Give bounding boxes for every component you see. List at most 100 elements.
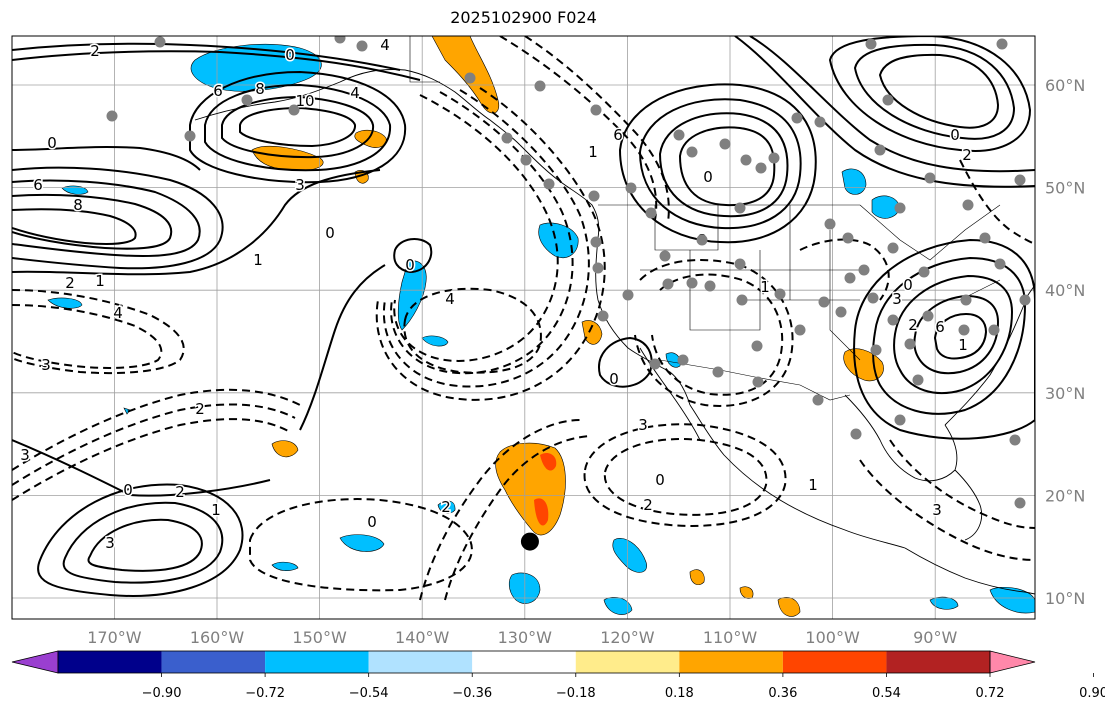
station-dot [768, 152, 780, 164]
contour-dashed-far-east [959, 159, 1035, 245]
station-dot [752, 376, 764, 388]
station-dot [850, 428, 862, 440]
contour-high-southwest-1 [37, 483, 244, 597]
longitude-label: 100°W [805, 628, 860, 647]
orange-shade-baja [581, 320, 603, 345]
orange-shade-gulf-alaska [431, 36, 500, 114]
contour-label: 0 [367, 513, 377, 531]
contour-band-north-2 [12, 50, 421, 81]
contour-label: 0 [405, 256, 415, 274]
station-dot [960, 294, 972, 306]
contour-high-southwest-2 [62, 501, 224, 584]
contour-dashed-trough-3 [382, 89, 590, 388]
orange-shade-small-5 [739, 586, 754, 599]
colorbar-tick-label: 0.72 [976, 686, 1005, 701]
station-dot [912, 374, 924, 386]
longitude-label: 130°W [498, 628, 553, 647]
dashed-contours [12, 36, 1035, 601]
contour-dashed-south-band-2 [12, 403, 296, 486]
contour-label: 2 [65, 274, 75, 292]
contour-label: 4 [445, 290, 455, 308]
orange-shade-small-4 [689, 569, 705, 585]
blue-shade-caribbean-2 [989, 587, 1035, 614]
contour-label: 2 [90, 42, 100, 60]
blue-shade-south-4 [603, 597, 633, 615]
colorbar-segment [886, 651, 990, 673]
contour-label: 1 [588, 143, 598, 161]
station-dot [882, 94, 894, 106]
latitude-label: 50°N [1045, 179, 1085, 198]
station-dot [894, 202, 906, 214]
station-dot [696, 234, 708, 246]
contour-label: 3 [20, 446, 30, 464]
station-dot [734, 258, 746, 270]
contour-high-north-pacific-3 [221, 95, 375, 159]
contour-band-west-2 [12, 169, 381, 276]
contour-low-east-4 [913, 294, 1000, 375]
border-line-7 [859, 204, 1001, 261]
station-dot [858, 264, 870, 276]
contour-label: 2 [962, 146, 972, 164]
station-dot [918, 266, 930, 278]
station-dot [924, 172, 936, 184]
border-line-6 [829, 230, 861, 361]
longitude-label: 170°W [87, 628, 142, 647]
colorbar-tick-label: 0.90 [1079, 686, 1105, 701]
latitude-labels: 60°N 50°N 40°N 30°N 20°N 10°N [1045, 76, 1085, 608]
colorbar: −0.90 −0.72 −0.54 −0.36 −0.18 0.18 0.36 0.54 0.7… [11, 650, 1105, 701]
station-dot [887, 314, 899, 326]
contour-dashed-east-3 [889, 439, 1035, 529]
contour-dashed-west-1 [12, 289, 185, 375]
station-dot [894, 414, 906, 426]
station-dot [622, 289, 634, 301]
border-line-9 [409, 36, 440, 83]
station-dot [958, 324, 970, 336]
contour-small-loop [393, 238, 433, 274]
contour-mexico-loop [598, 336, 653, 388]
contour-high-northeast-3 [878, 53, 1000, 129]
contour-dashed-gulf-alaska-2 [524, 36, 670, 223]
station-dot [1014, 174, 1026, 186]
station-dot [1014, 497, 1026, 509]
blue-shade-great-lakes-1 [841, 168, 867, 195]
colorbar-extend-left [11, 650, 59, 674]
colorbar-segment [679, 651, 783, 673]
station-dot [922, 310, 934, 322]
contour-label: 4 [380, 36, 390, 54]
longitude-labels: 170°W 160°W 150°W 140°W 130°W 120°W 110°W 100°W… [87, 628, 957, 647]
station-dot [736, 294, 748, 306]
contour-high-southwest-3 [87, 518, 203, 572]
contour-high-west-4 [12, 208, 137, 245]
station-dot [904, 338, 916, 350]
border-line-8 [900, 279, 1001, 301]
station-dot [887, 242, 899, 254]
contour-dashed-storm-lines [419, 419, 581, 601]
station-dot [501, 132, 513, 144]
contour-dashed-plains-1 [634, 259, 794, 407]
contour-high-northeast-1 [828, 36, 1032, 152]
contour-label: 1 [211, 501, 221, 519]
colorbar-tick-label: 0.54 [872, 686, 901, 701]
station-dot [534, 80, 546, 92]
colorbar-extend-right [989, 650, 1036, 674]
contour-low-east-2 [872, 256, 1027, 415]
station-dot [184, 130, 196, 142]
station-dot [755, 162, 767, 174]
contour-high-northeast-2 [853, 43, 1016, 140]
station-dot [814, 116, 826, 128]
station-dot [590, 104, 602, 116]
contour-high-west-2 [12, 179, 201, 258]
latitude-label: 10°N [1045, 589, 1085, 608]
contour-band-west-1 [12, 146, 201, 171]
station-dot [870, 344, 882, 356]
contour-label: 4 [350, 84, 360, 102]
station-dot [649, 358, 661, 370]
station-dot [334, 36, 346, 44]
station-dot [734, 202, 746, 214]
station-dot [818, 296, 830, 308]
coastline-florida-east [944, 284, 1035, 426]
station-dot [962, 199, 974, 211]
colorbar-segment [472, 651, 576, 673]
station-dot [686, 146, 698, 158]
map-title: 2025102900 F024 [450, 8, 597, 27]
